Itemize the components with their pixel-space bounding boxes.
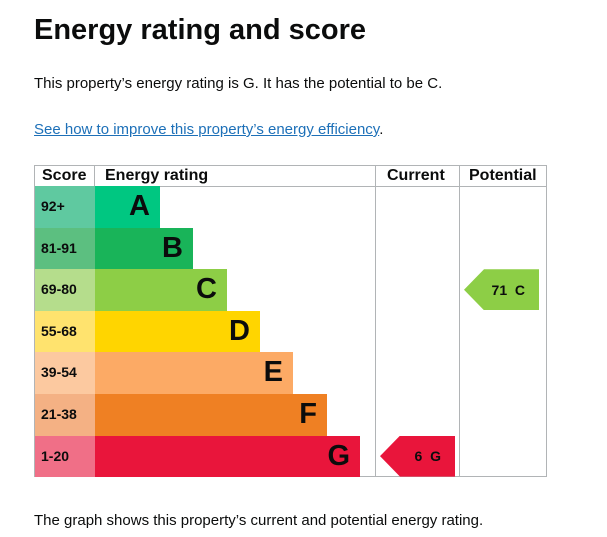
header-divider: [35, 186, 546, 187]
band-row-d: 55-68 D: [35, 310, 360, 353]
header-score: Score: [42, 167, 87, 184]
improve-link-line: See how to improve this property’s energ…: [34, 121, 383, 138]
band-row-g: 1-20 G: [35, 435, 360, 478]
band-score: 92+: [35, 186, 95, 228]
link-suffix: .: [379, 121, 384, 138]
band-score: 1-20: [35, 435, 95, 478]
band-bar: D: [95, 310, 260, 353]
band-row-a: 92+ A: [35, 186, 360, 228]
score-divider: [94, 166, 95, 186]
current-divider: [375, 166, 376, 476]
band-bar: F: [95, 394, 327, 436]
band-row-c: 69-80 C: [35, 269, 360, 311]
potential-divider: [459, 166, 460, 476]
header-energy-rating: Energy rating: [105, 167, 209, 184]
band-row-f: 21-38 F: [35, 394, 360, 436]
improve-efficiency-link[interactable]: See how to improve this property’s energ…: [34, 121, 380, 138]
band-bar: C: [95, 269, 227, 311]
current-rating-arrow: 6 G: [380, 435, 455, 477]
band-letter: B: [162, 231, 183, 264]
band-row-b: 81-91 B: [35, 227, 360, 270]
band-bar: A: [95, 186, 160, 228]
potential-rating-label: 71 C: [491, 281, 525, 298]
band-row-e: 39-54 E: [35, 352, 360, 394]
band-score: 81-91: [35, 227, 95, 270]
band-letter: F: [299, 398, 317, 430]
band-letter: E: [263, 356, 283, 389]
band-bar: E: [95, 352, 293, 394]
band-score: 69-80: [35, 269, 95, 311]
summary-text: This property’s energy rating is G. It h…: [34, 75, 443, 92]
band-letter: D: [229, 314, 250, 347]
footer-text: The graph shows this property’s current …: [34, 512, 484, 529]
band-bar: G: [95, 435, 360, 478]
header-current: Current: [387, 167, 445, 184]
band-score: 39-54: [35, 352, 95, 394]
energy-rating-table: Score Energy rating Current Potential 92…: [34, 165, 547, 478]
band-score: 55-68: [35, 310, 95, 353]
potential-rating-arrow: 71 C: [464, 269, 539, 311]
band-letter: A: [129, 190, 150, 222]
header-potential: Potential: [469, 167, 537, 184]
band-bar: B: [95, 227, 193, 270]
band-letter: G: [327, 439, 350, 472]
band-letter: C: [196, 273, 217, 306]
page-title: Energy rating and score: [34, 14, 366, 46]
band-score: 21-38: [35, 394, 95, 436]
current-rating-label: 6 G: [414, 448, 441, 465]
